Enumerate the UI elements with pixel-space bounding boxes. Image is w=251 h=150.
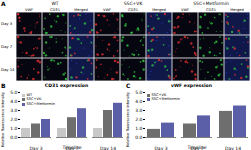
svg-text:Day 3: Day 3 (1, 21, 13, 26)
html-text:SSC+Metformin: SSC+Metformin (151, 97, 180, 102)
svg-text:Day 7: Day 7 (1, 44, 13, 49)
svg-text:A: A (1, 0, 6, 7)
svg-text:CD31: CD31 (206, 8, 216, 12)
svg-text:4.0: 4.0 (10, 99, 17, 104)
svg-text:5.0: 5.0 (135, 90, 142, 95)
svg-text:WT: WT (51, 1, 58, 6)
html-text:vWF expression: vWF expression (171, 83, 212, 88)
svg-text:SSC+VK: SSC+VK (124, 1, 144, 6)
svg-text:1.0: 1.0 (10, 126, 17, 131)
html-text:C: C (126, 82, 131, 89)
svg-text:Day 14: Day 14 (225, 146, 241, 150)
html-text:WT: WT (26, 93, 33, 97)
svg-text:Day 14: Day 14 (1, 67, 15, 72)
html-text:SSC+Metformin: SSC+Metformin (26, 101, 55, 106)
svg-text:CD31: CD31 (50, 8, 60, 12)
svg-text:3.0: 3.0 (135, 108, 142, 113)
svg-text:VWF: VWF (25, 8, 33, 12)
svg-text:5.0: 5.0 (10, 90, 17, 95)
svg-text:2.0: 2.0 (135, 117, 142, 122)
svg-text:VWF: VWF (181, 8, 189, 12)
html-text:SSC+VK: SSC+VK (151, 93, 167, 97)
svg-text:Timeline: Timeline (61, 145, 81, 150)
svg-text:Merged: Merged (230, 8, 244, 12)
svg-text:1.0: 1.0 (135, 126, 142, 131)
html-text:B: B (1, 82, 6, 89)
svg-text:VWF: VWF (103, 8, 111, 12)
html-text:CD31 expression: CD31 expression (44, 83, 89, 88)
svg-text:Timeline: Timeline (186, 145, 206, 150)
svg-text:Day 3: Day 3 (29, 146, 42, 150)
html-text:SSC+VK: SSC+VK (26, 97, 42, 102)
svg-text:Day 3: Day 3 (154, 146, 167, 150)
svg-text:Merged: Merged (152, 8, 166, 12)
svg-text:Merged: Merged (74, 8, 88, 12)
svg-text:SSC+Metformin: SSC+Metformin (193, 1, 229, 6)
svg-text:4.0: 4.0 (135, 99, 142, 104)
svg-text:3.0: 3.0 (10, 108, 17, 113)
svg-text:0.0: 0.0 (135, 135, 142, 140)
html-text:Relative fluorescence intensit: Relative fluorescence intensity (1, 91, 5, 148)
svg-text:CD31: CD31 (128, 8, 138, 12)
html-text:Relative fluorescence intensit: Relative fluorescence intensity (126, 91, 130, 148)
svg-text:2.0: 2.0 (10, 117, 17, 122)
svg-text:Day 14: Day 14 (100, 146, 116, 150)
svg-text:0.0: 0.0 (10, 135, 17, 140)
